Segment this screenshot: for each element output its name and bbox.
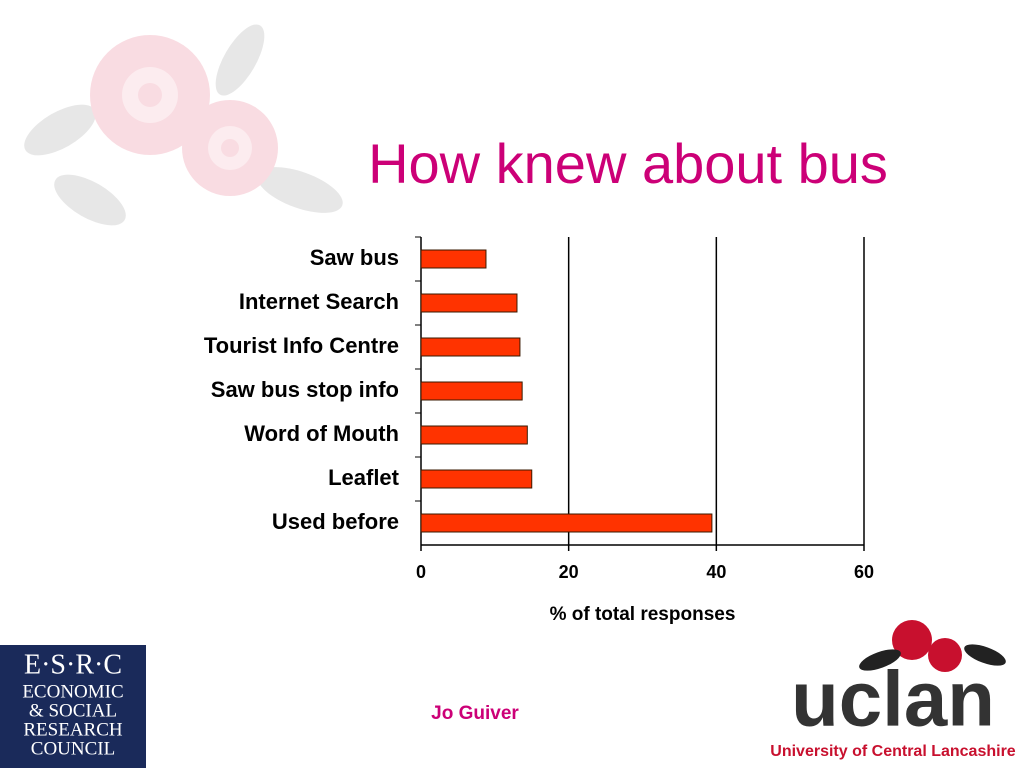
bar <box>420 425 528 445</box>
bar <box>420 249 487 269</box>
esrc-line: COUNCIL <box>31 738 115 759</box>
y-tick-label: Saw bus <box>310 245 399 270</box>
esrc-line: RESEARCH <box>23 719 123 740</box>
y-tick-label: Saw bus stop info <box>211 377 399 402</box>
rose-decoration <box>24 24 343 226</box>
uclan-full: University of Central Lancashire <box>770 743 1016 760</box>
author: Jo Guiver <box>431 703 519 724</box>
esrc-line: ECONOMIC <box>22 681 123 702</box>
x-tick-label: 20 <box>559 562 579 582</box>
slide-title: How knew about bus <box>368 132 888 195</box>
x-axis-label: % of total responses <box>550 604 736 625</box>
y-tick-label: Word of Mouth <box>244 421 399 446</box>
uclan-name: uclan <box>791 655 995 743</box>
esrc-box <box>0 645 146 768</box>
esrc-abbr: E·S·R·C <box>24 649 122 680</box>
x-tick-label: 40 <box>706 562 726 582</box>
bar <box>420 381 523 401</box>
y-tick-label: Tourist Info Centre <box>204 333 399 358</box>
esrc-line: & SOCIAL <box>29 700 117 721</box>
uclan-logo: uclan University of Central Lancashire <box>770 620 1016 760</box>
esrc-logo: E·S·R·C ECONOMIC & SOCIAL RESEARCH COUNC… <box>0 645 146 768</box>
y-tick-label: Leaflet <box>328 465 400 490</box>
bar <box>420 293 518 313</box>
x-tick-label: 0 <box>416 562 426 582</box>
bar <box>420 469 533 489</box>
x-tick-label: 60 <box>854 562 874 582</box>
y-tick-label: Internet Search <box>239 289 399 314</box>
bar <box>420 337 521 357</box>
y-tick-label: Used before <box>272 509 399 534</box>
bar <box>420 513 713 533</box>
